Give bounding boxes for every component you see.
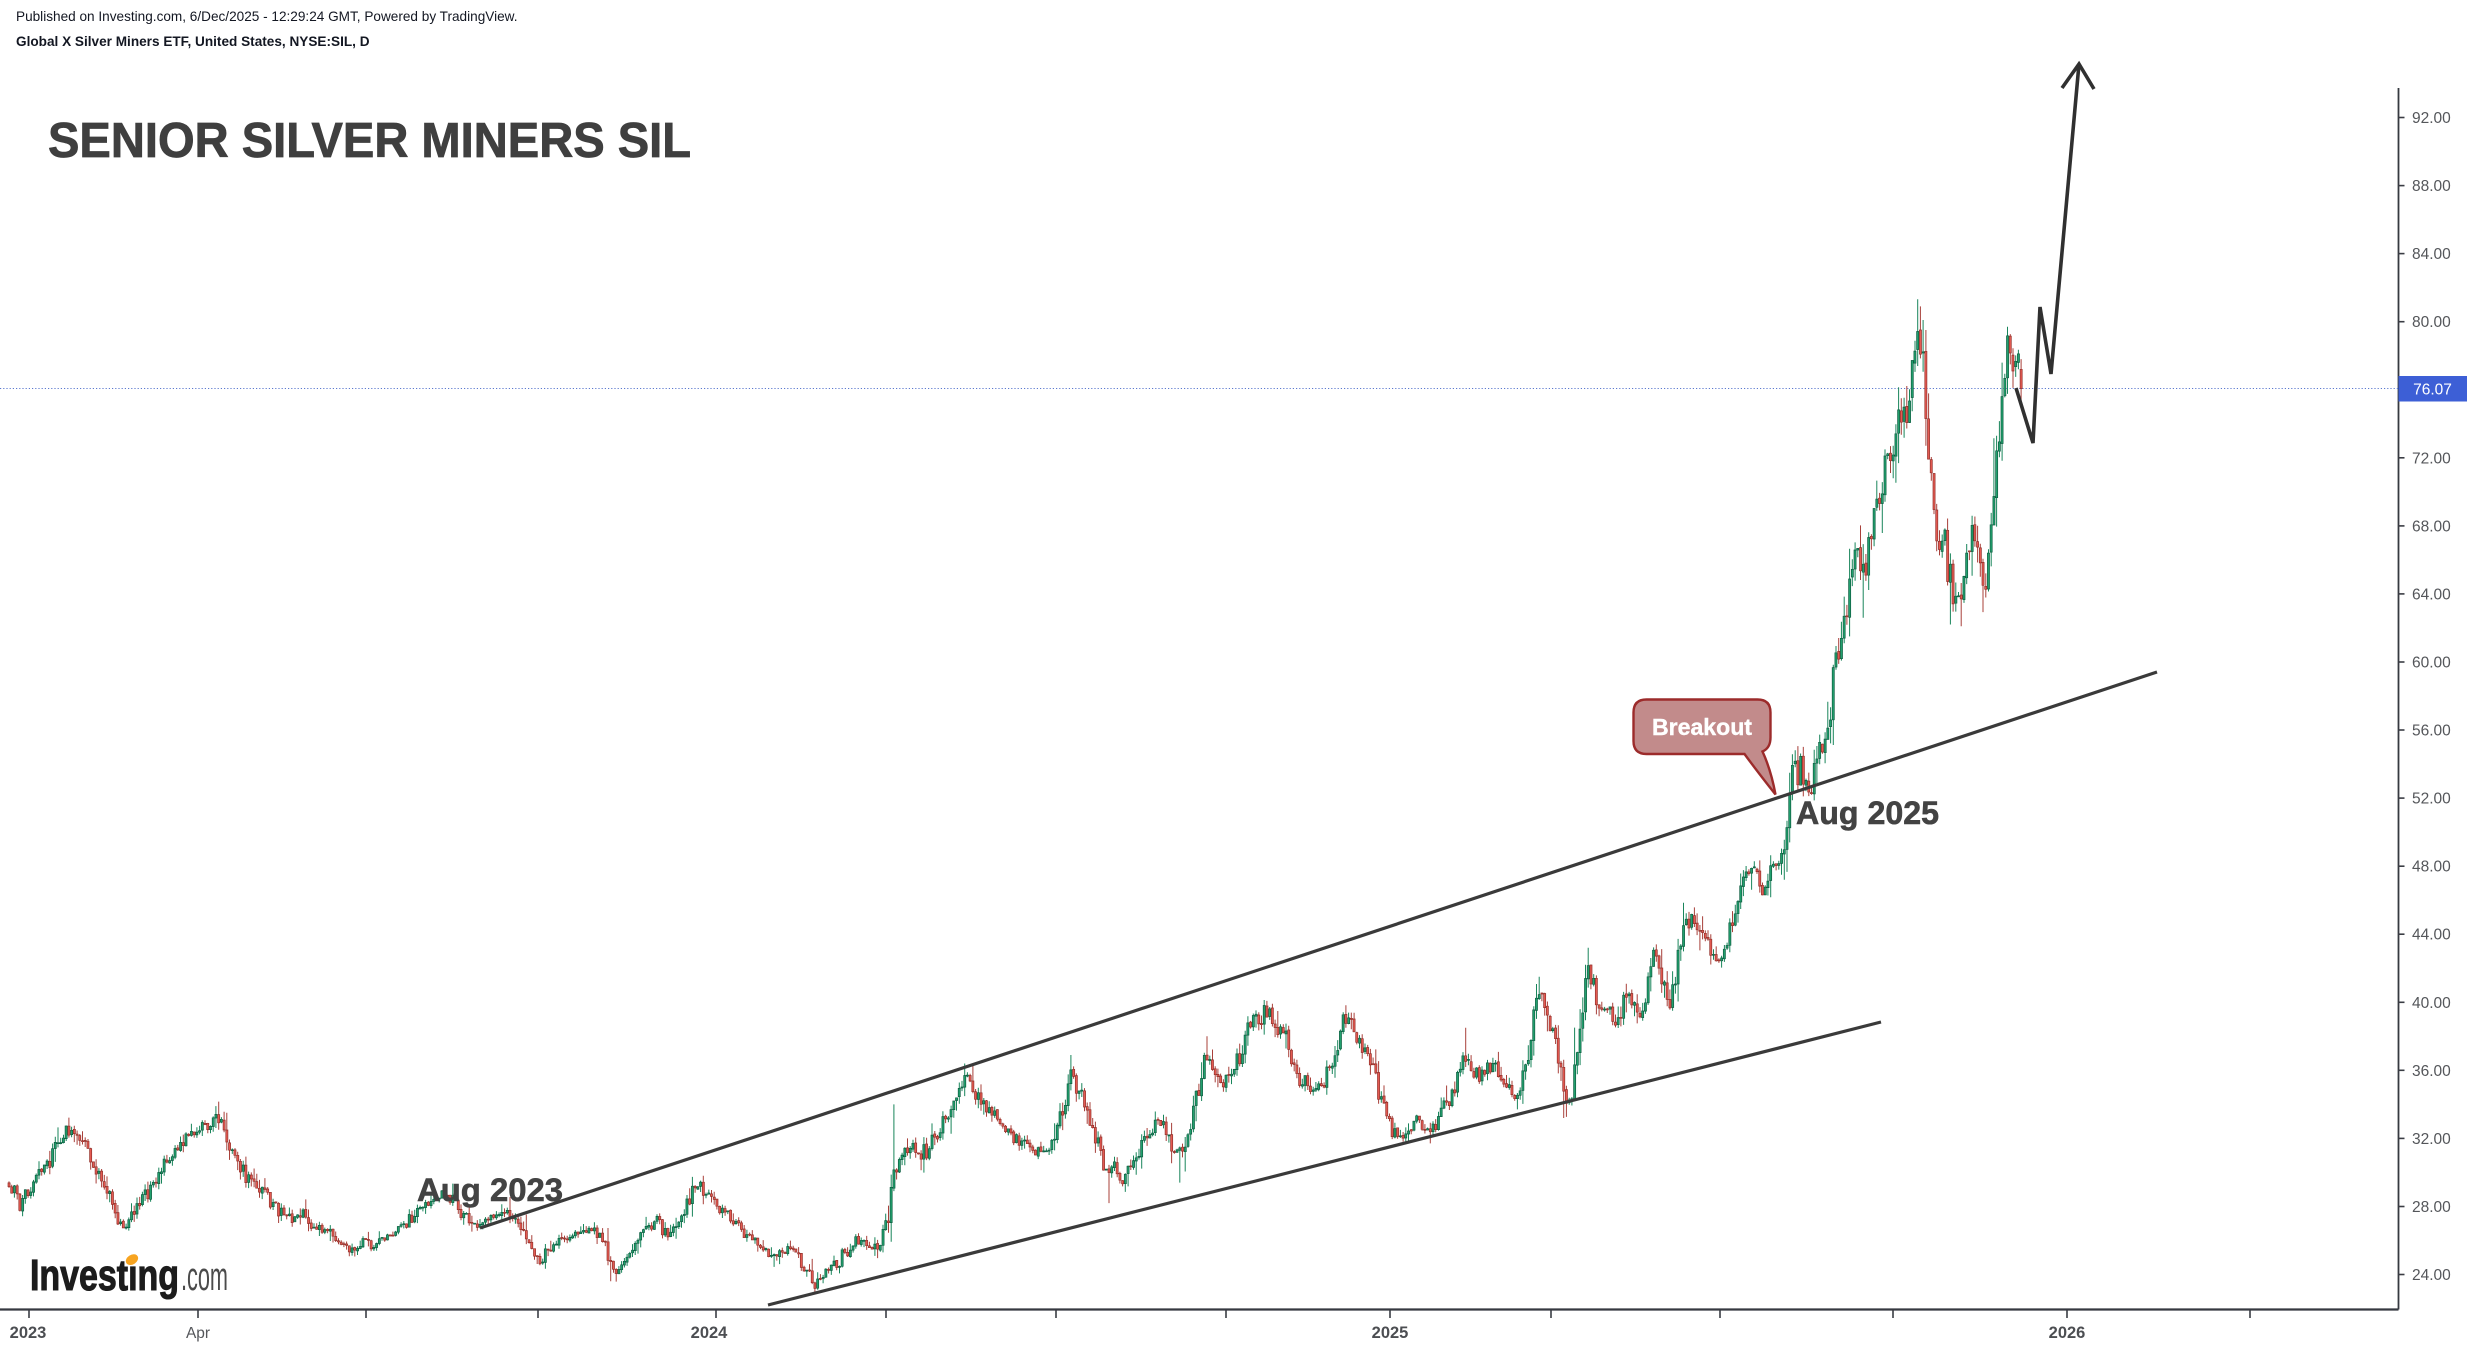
svg-text:68.00: 68.00 bbox=[2412, 518, 2451, 535]
svg-text:64.00: 64.00 bbox=[2412, 586, 2451, 603]
svg-text:Aug 2023: Aug 2023 bbox=[417, 1172, 563, 1208]
svg-text:Apr: Apr bbox=[186, 1325, 210, 1342]
svg-text:2025: 2025 bbox=[1372, 1324, 1409, 1342]
svg-text:Global X Silver Miners ETF, Un: Global X Silver Miners ETF, United State… bbox=[16, 34, 370, 49]
svg-text:36.00: 36.00 bbox=[2412, 1063, 2451, 1080]
svg-text:2023: 2023 bbox=[10, 1324, 47, 1342]
svg-text:56.00: 56.00 bbox=[2412, 723, 2451, 740]
svg-text:92.00: 92.00 bbox=[2412, 110, 2451, 127]
svg-text:44.00: 44.00 bbox=[2412, 927, 2451, 944]
svg-text:2024: 2024 bbox=[691, 1324, 729, 1342]
svg-text:2026: 2026 bbox=[2049, 1324, 2086, 1342]
svg-text:52.00: 52.00 bbox=[2412, 791, 2451, 808]
svg-text:48.00: 48.00 bbox=[2412, 859, 2451, 876]
svg-text:60.00: 60.00 bbox=[2412, 655, 2451, 672]
svg-text:SENIOR SILVER MINERS SIL: SENIOR SILVER MINERS SIL bbox=[48, 113, 691, 168]
svg-text:40.00: 40.00 bbox=[2412, 995, 2451, 1012]
svg-text:Published on Investing.com, 6/: Published on Investing.com, 6/Dec/2025 -… bbox=[16, 9, 518, 24]
svg-text:24.00: 24.00 bbox=[2412, 1267, 2451, 1284]
svg-text:Investıng: Investıng bbox=[30, 1251, 179, 1300]
svg-text:80.00: 80.00 bbox=[2412, 314, 2451, 331]
svg-text:Aug 2025: Aug 2025 bbox=[1796, 795, 1939, 831]
svg-text:32.00: 32.00 bbox=[2412, 1131, 2451, 1148]
svg-text:.com: .com bbox=[181, 1255, 228, 1299]
svg-text:76.07: 76.07 bbox=[2413, 382, 2452, 399]
svg-text:72.00: 72.00 bbox=[2412, 450, 2451, 467]
svg-text:28.00: 28.00 bbox=[2412, 1199, 2451, 1216]
svg-text:Breakout: Breakout bbox=[1652, 714, 1752, 740]
svg-text:88.00: 88.00 bbox=[2412, 178, 2451, 195]
svg-text:84.00: 84.00 bbox=[2412, 246, 2451, 263]
